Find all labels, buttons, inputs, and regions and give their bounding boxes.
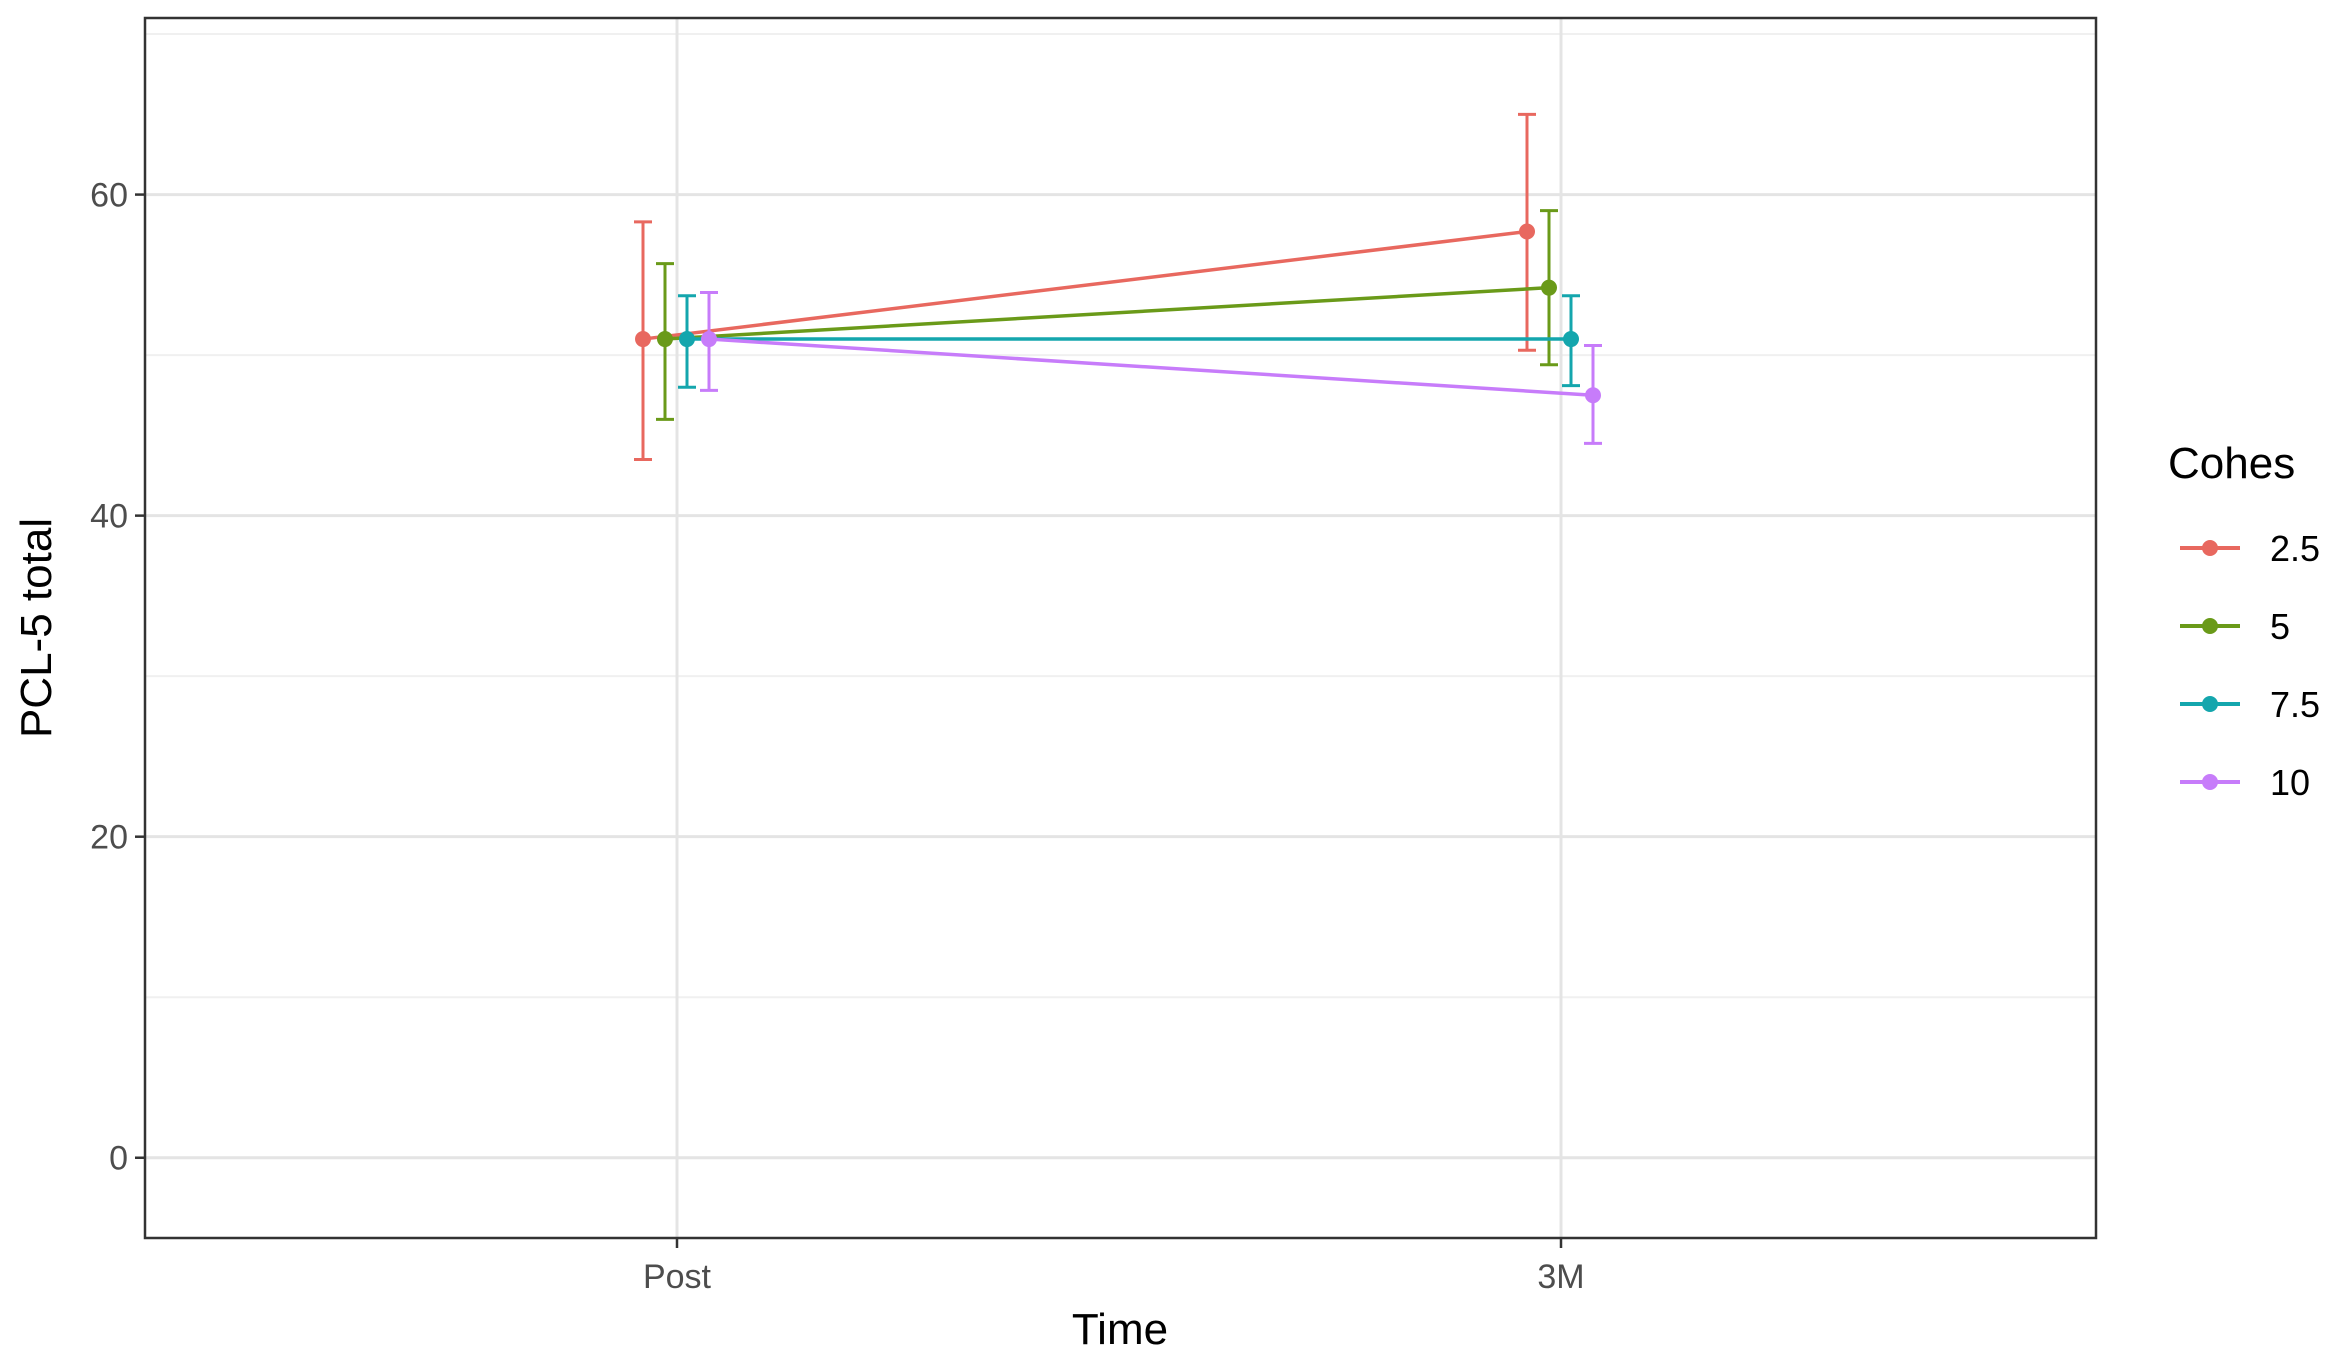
legend-label: 7.5	[2270, 684, 2320, 725]
y-axis: 0 20 40 60	[90, 177, 145, 1178]
legend-item: 2.5	[2180, 528, 2320, 569]
legend-item: 5	[2180, 606, 2290, 647]
y-tick-label: 60	[90, 177, 128, 215]
series-10	[700, 291, 1602, 445]
series-line	[642, 229, 1528, 341]
y-axis-title: PCL-5 total	[12, 518, 61, 738]
series-5	[656, 209, 1558, 421]
legend-label: 10	[2270, 762, 2310, 803]
legend-key-point	[2202, 696, 2218, 712]
legend-label: 2.5	[2270, 528, 2320, 569]
legend-label: 5	[2270, 606, 2290, 647]
plot-border	[143, 16, 2098, 1240]
legend: Cohes 2.5 5 7.5 10	[2168, 439, 2320, 803]
series-line	[664, 285, 1550, 341]
x-tick-label: 3M	[1537, 1258, 1584, 1296]
data-point	[1541, 279, 1557, 296]
data-point	[1519, 223, 1535, 240]
data-point	[1585, 387, 1601, 404]
data-point	[635, 331, 651, 348]
legend-items: 2.5 5 7.5 10	[2180, 528, 2320, 803]
y-tick-label: 40	[90, 498, 128, 536]
x-axis: Post 3M	[643, 1238, 1585, 1296]
data-point	[1563, 331, 1579, 348]
series-2.5	[634, 112, 1536, 461]
legend-item: 10	[2180, 762, 2310, 803]
y-tick-label: 0	[109, 1140, 128, 1178]
data-point	[701, 331, 717, 348]
data-point	[657, 331, 673, 348]
series-7.5	[678, 294, 1580, 389]
legend-key-point	[2202, 618, 2218, 634]
plot-panel	[145, 18, 2096, 1238]
legend-item: 7.5	[2180, 684, 2320, 725]
x-axis-title: Time	[1072, 1305, 1168, 1354]
legend-title: Cohes	[2168, 439, 2295, 488]
series-line	[708, 337, 1594, 397]
series-layer	[634, 112, 1602, 461]
y-tick-label: 20	[90, 819, 128, 857]
grid-major	[145, 18, 2096, 1238]
data-point	[679, 331, 695, 348]
x-tick-label: Post	[643, 1258, 712, 1296]
legend-key-point	[2202, 774, 2218, 790]
legend-key-point	[2202, 540, 2218, 556]
grid-minor	[145, 33, 2096, 999]
